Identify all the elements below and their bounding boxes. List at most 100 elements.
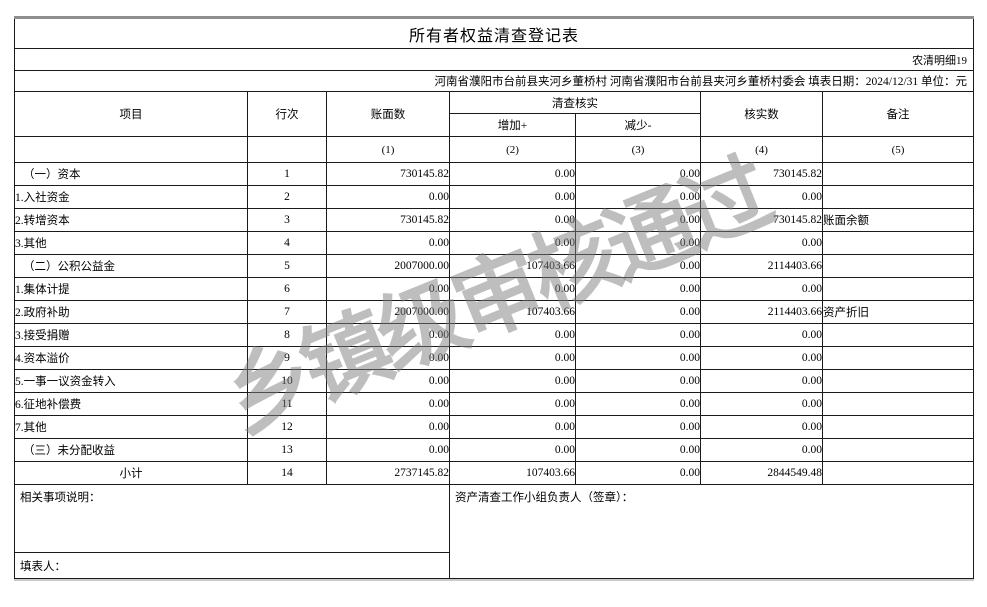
- book-value-cell: 0.00: [326, 185, 450, 209]
- col-num-1: (1): [326, 136, 450, 163]
- remark-cell: [821, 254, 975, 278]
- increase-cell: 0.00: [449, 346, 576, 370]
- equity-registration-table: 所有者权益清查登记表 农清明细19 河南省濮阳市台前县夹河乡董桥村 河南省濮阳市…: [13, 16, 975, 579]
- increase-cell: 0.00: [449, 162, 576, 186]
- verified-cell: 0.00: [700, 185, 823, 209]
- decrease-cell: 0.00: [575, 185, 701, 209]
- col-num-5: (5): [821, 136, 975, 163]
- col-header-increase: 增加+: [449, 113, 576, 137]
- remark-cell: [821, 346, 975, 370]
- title-row: 所有者权益清查登记表: [13, 17, 975, 49]
- decrease-cell: 0.00: [575, 208, 701, 232]
- decrease-cell: 0.00: [575, 415, 701, 439]
- remark-cell: [821, 392, 975, 416]
- remark-cell: [821, 438, 975, 462]
- book-value-cell: 0.00: [326, 415, 450, 439]
- form-code: 农清明细19: [13, 48, 975, 71]
- item-cell: 3.其他: [14, 231, 248, 255]
- decrease-cell: 0.00: [575, 300, 701, 324]
- col-header-book-value: 账面数: [326, 91, 450, 137]
- line-no-cell: 3: [247, 208, 327, 232]
- decrease-cell: 0.00: [575, 254, 701, 278]
- table-row: （三）未分配收益 13 0.00 0.00 0.00 0.00: [14, 438, 975, 462]
- item-cell: 2.转增资本: [14, 208, 248, 232]
- increase-cell: 0.00: [449, 277, 576, 301]
- remark-cell: [821, 231, 975, 255]
- line-no-cell: 12: [247, 415, 327, 439]
- increase-cell: 0.00: [449, 231, 576, 255]
- decrease-cell: 0.00: [575, 369, 701, 393]
- verified-cell: 0.00: [700, 277, 823, 301]
- remark-cell: [821, 461, 975, 485]
- increase-cell: 0.00: [449, 323, 576, 347]
- book-value-cell: 0.00: [326, 231, 450, 255]
- line-no-cell: 13: [247, 438, 327, 462]
- line-no-cell: 11: [247, 392, 327, 416]
- decrease-cell: 0.00: [575, 323, 701, 347]
- header-row-1: 项目 行次 账面数 清查核实 核实数 备注: [14, 91, 975, 137]
- table-row: 5.一事一议资金转入 10 0.00 0.00 0.00 0.00: [14, 369, 975, 393]
- table-row: （二）公积公益金 5 2007000.00 107403.66 0.00 2114403.…: [14, 254, 975, 278]
- decrease-cell: 0.00: [575, 346, 701, 370]
- col-header-verified: 核实数: [700, 91, 823, 137]
- decrease-cell: 0.00: [575, 231, 701, 255]
- org-date-unit-line: 河南省濮阳市台前县夹河乡董桥村 河南省濮阳市台前县夹河乡董桥村委会 填表日期：2…: [13, 70, 975, 92]
- col-num-empty-line: [247, 136, 327, 163]
- column-number-row: (1) (2) (3) (4) (5): [14, 136, 975, 163]
- verified-cell: 730145.82: [700, 208, 823, 232]
- header-row-2: 增加+ 减少-: [15, 113, 974, 137]
- page-title: 所有者权益清查登记表: [13, 17, 975, 49]
- remark-cell: [821, 185, 975, 209]
- increase-cell: 0.00: [449, 392, 576, 416]
- decrease-cell: 0.00: [575, 277, 701, 301]
- footer-row-1: 相关事项说明： 资产清查工作小组负责人（签章）：: [14, 484, 975, 579]
- book-value-cell: 0.00: [326, 369, 450, 393]
- item-cell: 小计: [14, 461, 248, 485]
- decrease-cell: 0.00: [575, 392, 701, 416]
- table-row: 7.其他 12 0.00 0.00 0.00 0.00: [14, 415, 975, 439]
- book-value-cell: 2007000.00: [326, 254, 450, 278]
- line-no-cell: 7: [247, 300, 327, 324]
- item-cell: 5.一事一议资金转入: [14, 369, 248, 393]
- line-no-cell: 8: [247, 323, 327, 347]
- increase-cell: 107403.66: [449, 254, 576, 278]
- notes-label: 相关事项说明：: [14, 484, 450, 553]
- data-rows: （一）资本 1 730145.82 0.00 0.00 730145.82 1.入社资金 2 0…: [14, 162, 975, 485]
- remark-cell: [821, 415, 975, 439]
- table-row: 1.入社资金 2 0.00 0.00 0.00 0.00: [14, 185, 975, 209]
- col-num-2: (2): [449, 136, 576, 163]
- item-cell: 1.入社资金: [14, 185, 248, 209]
- increase-cell: 0.00: [449, 438, 576, 462]
- item-cell: （一）资本: [14, 162, 248, 186]
- item-cell: 1.集体计提: [14, 277, 248, 301]
- line-no-cell: 10: [247, 369, 327, 393]
- remark-cell: 账面余额: [821, 208, 975, 232]
- remark-cell: [821, 162, 975, 186]
- table-row: 3.接受捐赠 8 0.00 0.00 0.00 0.00: [14, 323, 975, 347]
- line-no-cell: 14: [247, 461, 327, 485]
- col-header-decrease: 减少-: [575, 113, 701, 137]
- col-header-line-no: 行次: [247, 91, 327, 137]
- item-cell: （二）公积公益金: [14, 254, 248, 278]
- book-value-cell: 0.00: [326, 277, 450, 301]
- col-num-empty-item: [14, 136, 248, 163]
- increase-cell: 0.00: [449, 208, 576, 232]
- line-no-cell: 6: [247, 277, 327, 301]
- remark-cell: [821, 277, 975, 301]
- verified-cell: 0.00: [700, 438, 823, 462]
- verified-cell: 0.00: [700, 231, 823, 255]
- col-header-remark: 备注: [821, 91, 975, 137]
- book-value-cell: 0.00: [326, 346, 450, 370]
- verified-cell: 0.00: [700, 323, 823, 347]
- item-cell: 6.征地补偿费: [14, 392, 248, 416]
- decrease-cell: 0.00: [575, 162, 701, 186]
- book-value-cell: 2737145.82: [326, 461, 450, 485]
- verified-cell: 2114403.66: [700, 254, 823, 278]
- col-header-item: 项目: [14, 91, 248, 137]
- line-no-cell: 1: [247, 162, 327, 186]
- item-cell: （三）未分配收益: [14, 438, 248, 462]
- book-value-cell: 2007000.00: [326, 300, 450, 324]
- verified-cell: 0.00: [700, 369, 823, 393]
- item-cell: 4.资本溢价: [14, 346, 248, 370]
- book-value-cell: 730145.82: [326, 208, 450, 232]
